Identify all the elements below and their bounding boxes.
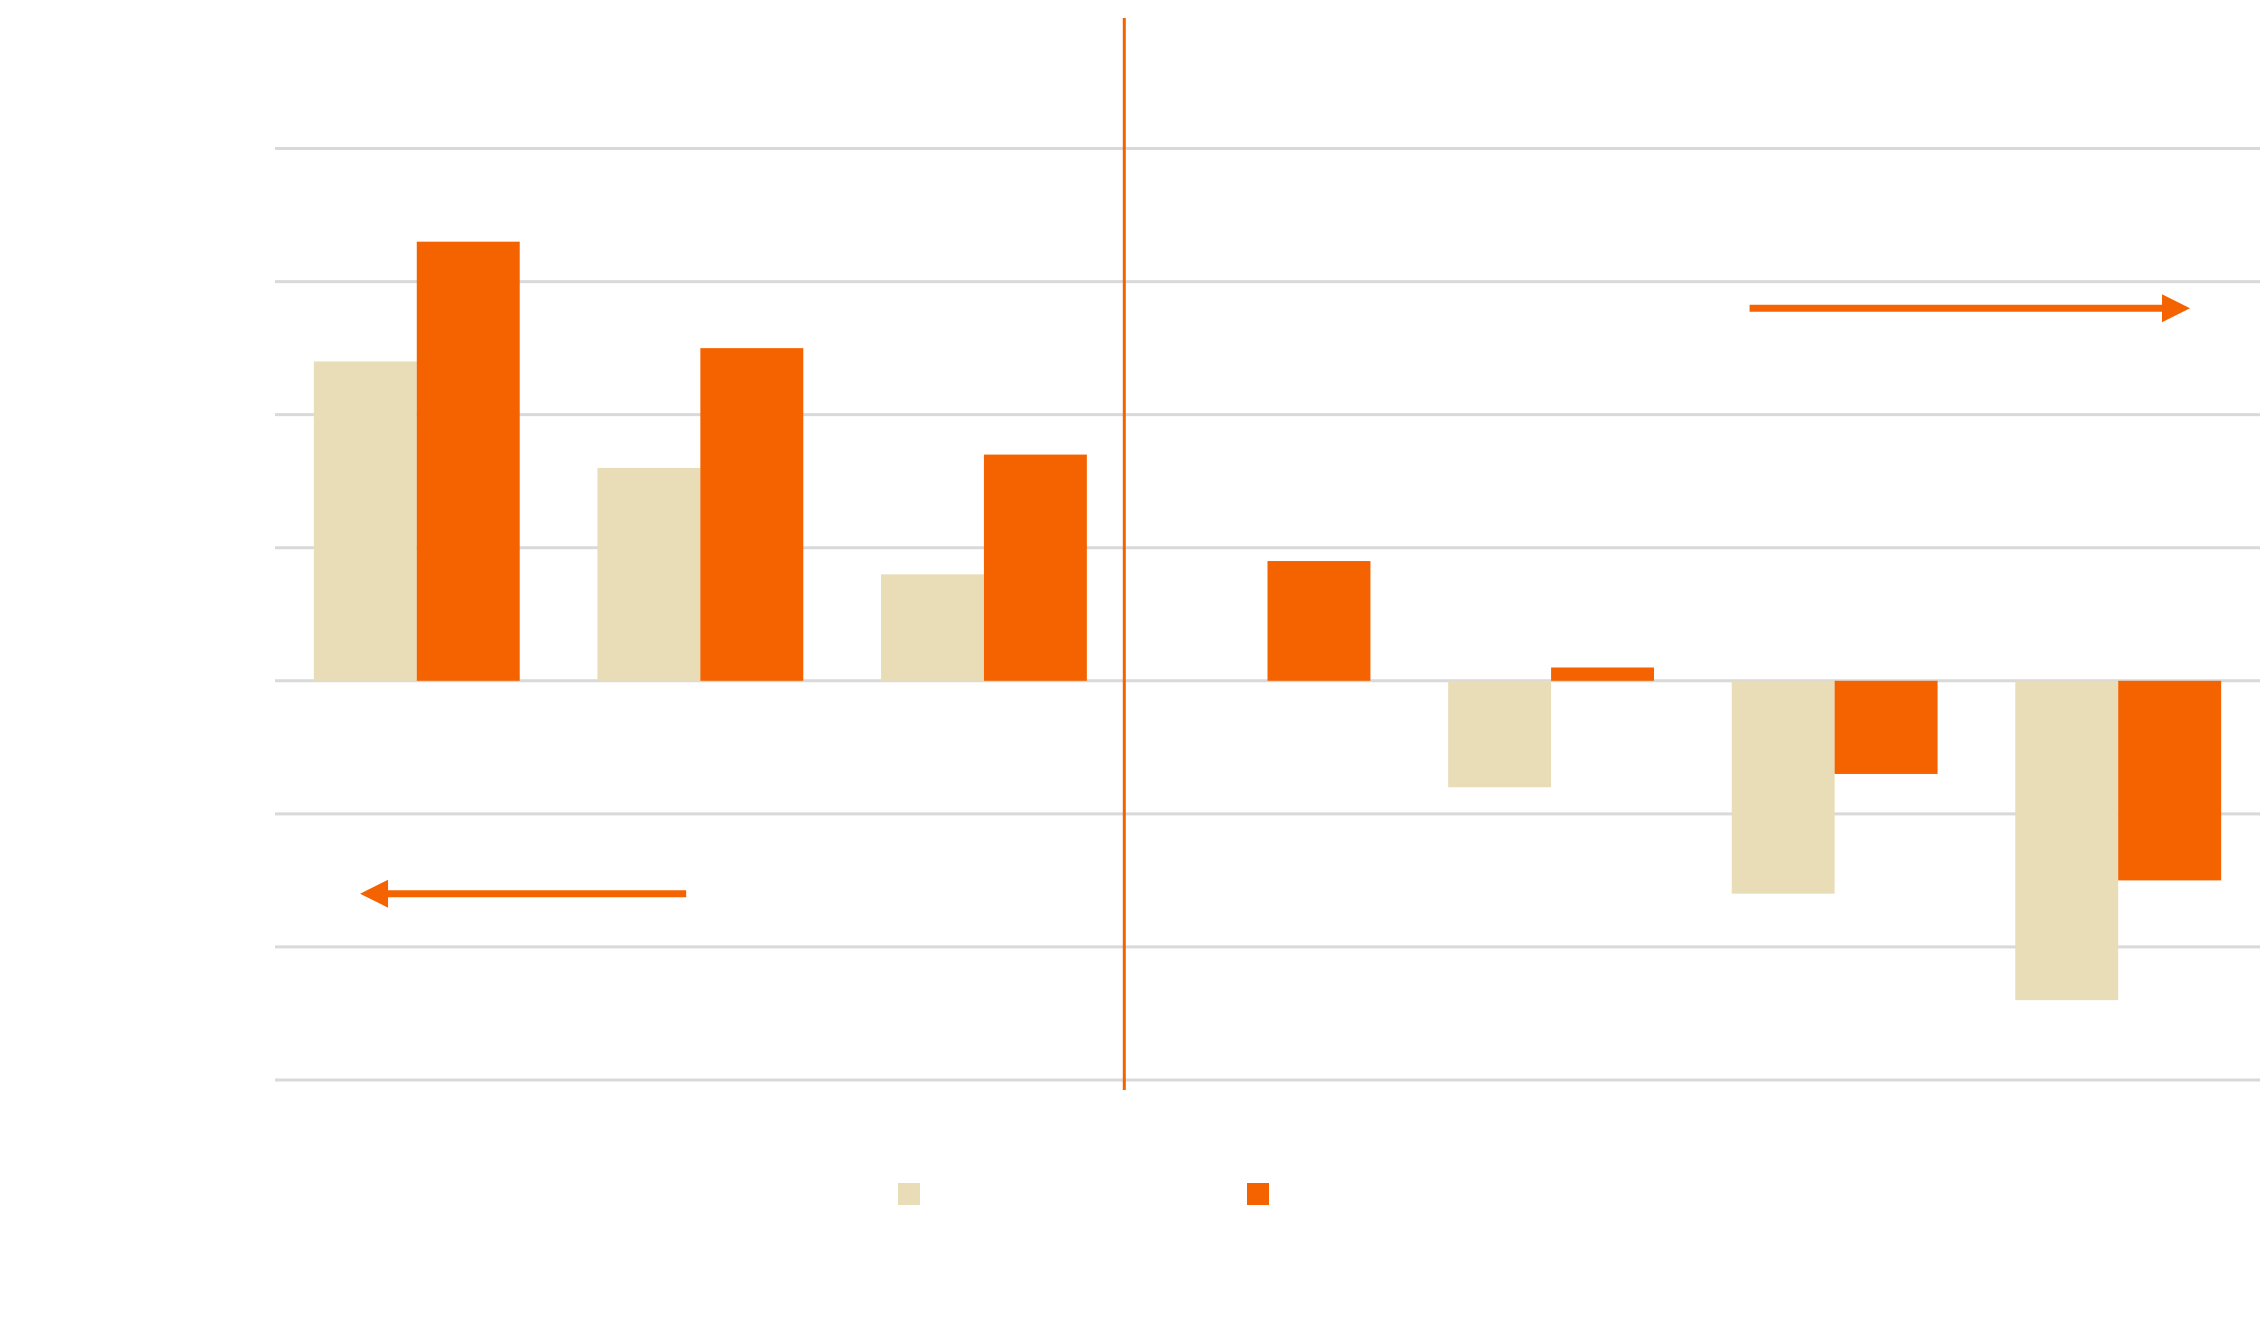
bar-series-2: [1551, 667, 1655, 681]
annotations: [360, 18, 2190, 1090]
arrow-left-head: [360, 879, 389, 908]
bar-series-1: [597, 467, 701, 681]
legend-swatch-series-2: [1247, 1183, 1269, 1205]
legend-swatch-series-1: [898, 1183, 920, 1205]
bar-series-1: [2015, 680, 2119, 1001]
bar-series-2: [700, 348, 804, 681]
bar-series-2: [983, 454, 1087, 681]
bar-series-2: [1834, 680, 1938, 774]
legend: [898, 1183, 1269, 1205]
bar-series-2: [1267, 561, 1371, 681]
bar-series-1: [313, 361, 417, 681]
bar-series-1: [1731, 680, 1835, 894]
bars: [313, 241, 2222, 1001]
bar-series-1: [880, 574, 984, 681]
bar-series-1: [1448, 680, 1552, 788]
bar-series-2: [416, 241, 520, 681]
bar-series-2: [2118, 680, 2222, 881]
arrow-right-head: [2162, 294, 2190, 323]
